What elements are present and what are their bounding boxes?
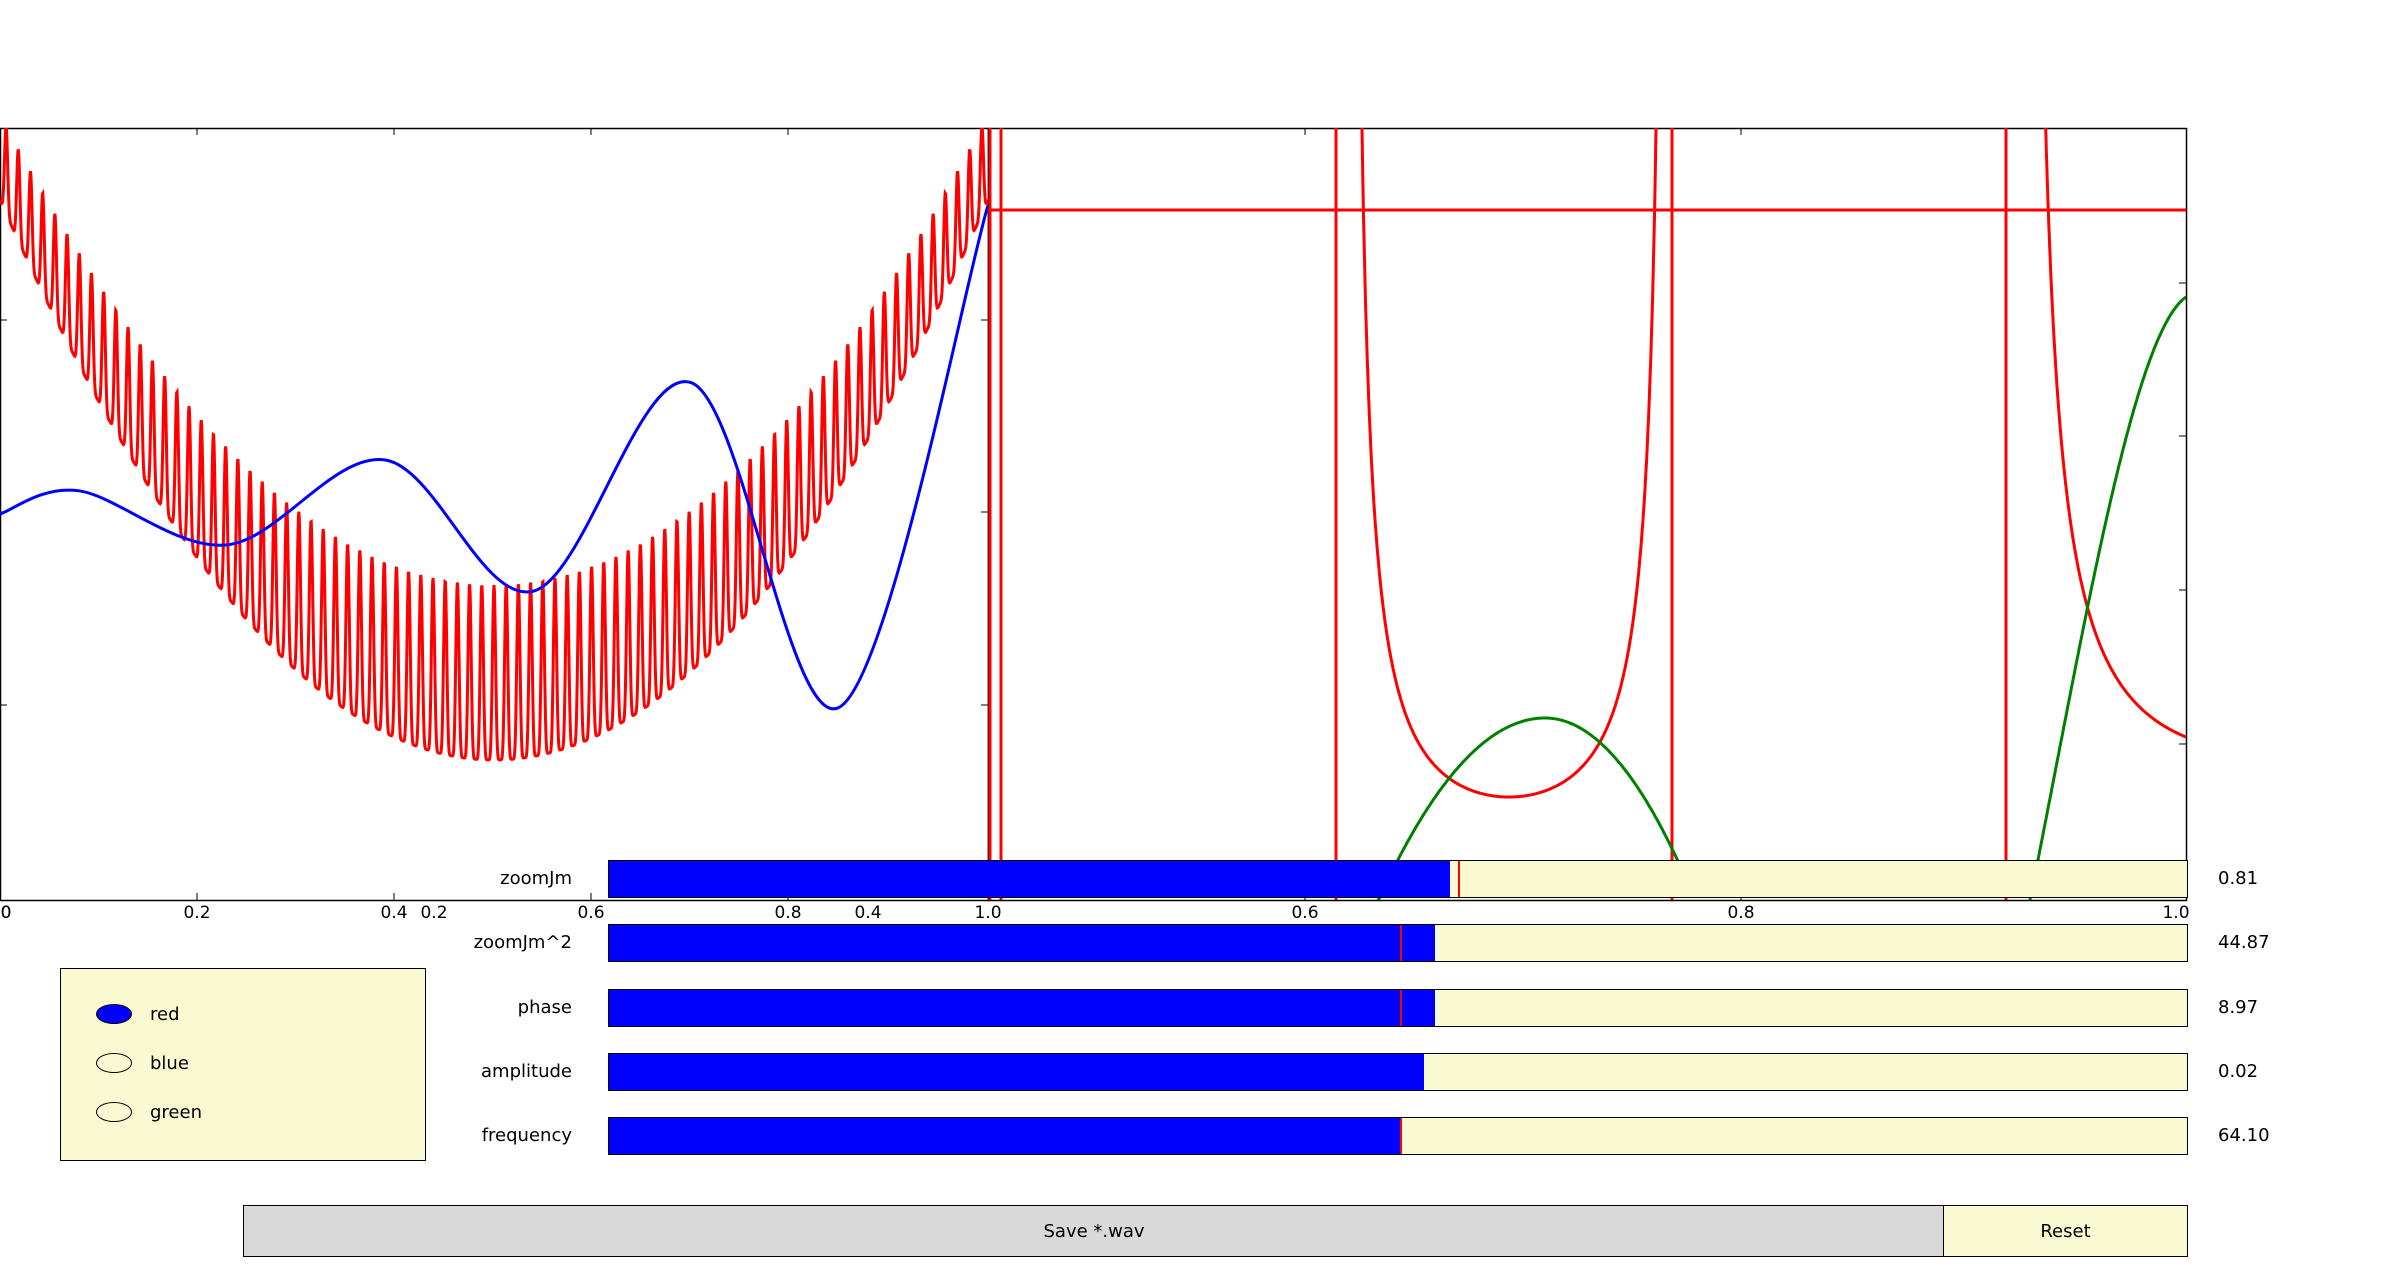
left-series [0,128,988,762]
blue-series-line [0,204,988,711]
radio-option-red[interactable]: red [96,999,180,1029]
x-tick-label: 0.2 [183,903,210,923]
right-series [988,128,2186,900]
x-tick-label: 0 [1,903,12,923]
slider-value-phase: 8.97 [2218,997,2259,1018]
slider-fill [609,925,1436,961]
slider-amplitude[interactable] [608,1053,2188,1091]
red-series-line [0,128,988,762]
slider-label-amplitude: amplitude [481,1061,572,1082]
radio-label: blue [150,1052,189,1074]
slider-frequency[interactable] [608,1117,2188,1155]
color-radio-panel: red blue green [60,968,426,1161]
slider-value-frequency: 64.10 [2218,1125,2270,1146]
radio-dot[interactable] [96,1004,132,1024]
x-tick-label: 0.8 [774,903,801,923]
x-tick-label: 0.4 [854,903,881,923]
left-axes [0,127,990,902]
x-tick-label: 0.4 [380,903,407,923]
slider-initial-marker [1399,990,1402,1026]
slider-label-zoomjm2: zoomJm^2 [473,932,572,953]
slider-label-frequency: frequency [481,1125,572,1146]
slider-zoomjm[interactable] [608,860,2188,898]
slider-fill [609,1054,1425,1090]
green-series-hump [1376,716,1687,900]
radio-dot[interactable] [96,1102,132,1122]
slider-initial-marker [1458,861,1461,897]
slider-initial-marker [1399,925,1402,961]
radio-dot[interactable] [96,1053,132,1073]
left-axes-ticks [0,128,988,900]
slider-value-zoomjm: 0.81 [2218,868,2259,889]
slider-fill [609,990,1436,1026]
x-tick-label: 0 [1,903,12,923]
x-tick-label: 0.8 [1727,903,1754,923]
red-series-bowl [2044,128,2186,739]
x-tick-label: 1.0 [2162,903,2189,923]
slider-fill [609,861,1450,897]
slider-initial-marker [1399,1118,1402,1154]
radio-label: red [150,1003,180,1025]
slider-label-zoomjm: zoomJm [500,868,572,889]
slider-value-amplitude: 0.02 [2218,1061,2259,1082]
x-tick-labels: 0 0.2 0.4 0.6 0.8 1.00 0.2 0.4 0.6 0.8 1.0 [1,903,2190,923]
right-axes [987,127,2188,902]
save-wav-button[interactable]: Save *.wav [243,1205,1945,1257]
slider-value-zoomjm2: 44.87 [2218,932,2270,953]
slider-phase[interactable] [608,989,2188,1027]
radio-option-blue[interactable]: blue [96,1048,189,1078]
slider-zoomjm2[interactable] [608,924,2188,962]
x-tick-label: 1.0 [974,903,1001,923]
slider-fill [609,1118,1401,1154]
x-tick-label: 0.6 [577,903,604,923]
x-tick-label: 0.6 [1291,903,1318,923]
radio-option-green[interactable]: green [96,1097,202,1127]
green-series-rise [2028,295,2186,900]
slider-label-phase: phase [517,997,572,1018]
x-tick-label: 0.2 [420,903,447,923]
red-series-bowl [1360,128,1658,799]
radio-label: green [150,1101,202,1123]
reset-button[interactable]: Reset [1943,1205,2188,1257]
